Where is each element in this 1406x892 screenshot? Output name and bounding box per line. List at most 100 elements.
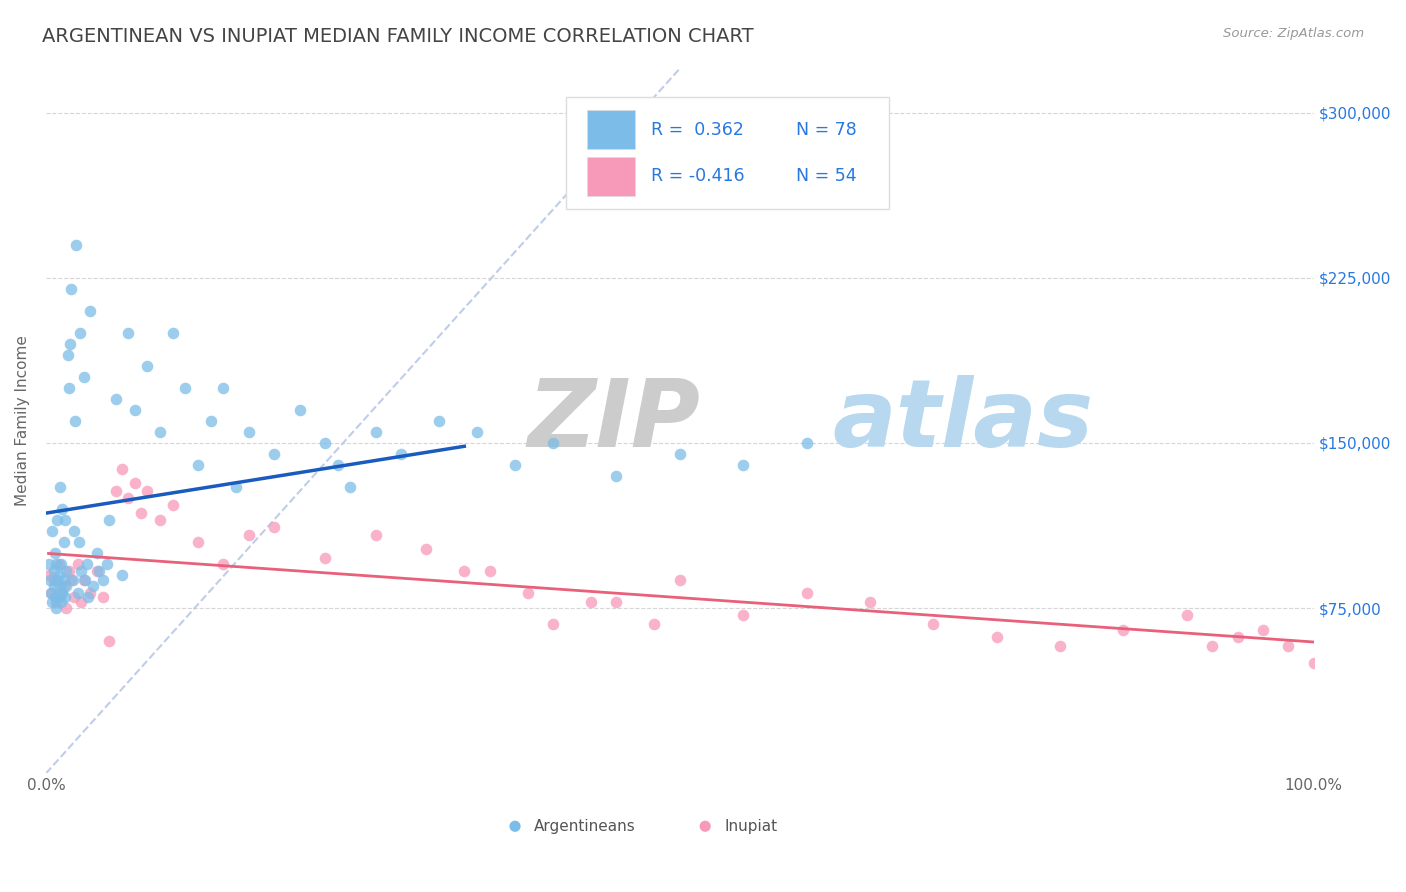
Point bbox=[79, 303, 101, 318]
Point bbox=[339, 480, 361, 494]
Point bbox=[38, 568, 60, 582]
Point bbox=[58, 381, 80, 395]
Point bbox=[1112, 624, 1135, 638]
Point bbox=[796, 436, 818, 450]
Point bbox=[82, 579, 104, 593]
Point bbox=[162, 326, 184, 340]
Point bbox=[39, 586, 62, 600]
Point bbox=[669, 447, 692, 461]
Point bbox=[541, 436, 564, 450]
Point bbox=[53, 590, 76, 604]
Point bbox=[162, 498, 184, 512]
Point bbox=[605, 594, 627, 608]
Point bbox=[136, 484, 159, 499]
Point bbox=[55, 579, 77, 593]
Text: Source: ZipAtlas.com: Source: ZipAtlas.com bbox=[1223, 27, 1364, 40]
Point bbox=[1201, 639, 1223, 653]
Point bbox=[238, 528, 260, 542]
Point bbox=[427, 414, 450, 428]
Point bbox=[415, 541, 437, 556]
Point bbox=[364, 425, 387, 439]
Text: Argentineans: Argentineans bbox=[534, 819, 636, 834]
Point bbox=[44, 590, 66, 604]
Point bbox=[124, 475, 146, 490]
Point bbox=[55, 601, 77, 615]
Point bbox=[53, 513, 76, 527]
Point bbox=[129, 507, 152, 521]
Point bbox=[796, 586, 818, 600]
Point bbox=[326, 458, 349, 472]
Point bbox=[1226, 630, 1249, 644]
Point bbox=[541, 616, 564, 631]
Point bbox=[503, 766, 526, 780]
Point bbox=[643, 616, 665, 631]
Point bbox=[45, 557, 67, 571]
Point bbox=[73, 573, 96, 587]
Point bbox=[45, 594, 67, 608]
Text: ARGENTINEAN VS INUPIAT MEDIAN FAMILY INCOME CORRELATION CHART: ARGENTINEAN VS INUPIAT MEDIAN FAMILY INC… bbox=[42, 27, 754, 45]
Text: ZIP: ZIP bbox=[527, 375, 700, 467]
Point bbox=[44, 546, 66, 560]
Point bbox=[96, 557, 118, 571]
Point bbox=[117, 491, 139, 505]
Point bbox=[922, 616, 945, 631]
Point bbox=[38, 557, 60, 571]
Point bbox=[46, 573, 69, 587]
Point bbox=[389, 447, 412, 461]
FancyBboxPatch shape bbox=[588, 157, 636, 195]
Point bbox=[76, 590, 98, 604]
Point bbox=[200, 414, 222, 428]
Point bbox=[51, 557, 73, 571]
Point bbox=[503, 458, 526, 472]
Point bbox=[465, 425, 488, 439]
Point bbox=[42, 579, 65, 593]
Point bbox=[149, 425, 172, 439]
Point bbox=[46, 513, 69, 527]
Point bbox=[51, 594, 73, 608]
Point bbox=[52, 573, 75, 587]
Point bbox=[478, 564, 501, 578]
Point bbox=[1251, 624, 1274, 638]
Point bbox=[263, 447, 285, 461]
Point bbox=[79, 586, 101, 600]
Point bbox=[76, 557, 98, 571]
Point bbox=[238, 425, 260, 439]
Point bbox=[52, 535, 75, 549]
Point bbox=[86, 564, 108, 578]
Point bbox=[98, 513, 121, 527]
Point bbox=[117, 326, 139, 340]
Point bbox=[39, 586, 62, 600]
Point bbox=[212, 381, 235, 395]
Point bbox=[60, 282, 83, 296]
Point bbox=[67, 535, 90, 549]
Point bbox=[89, 564, 111, 578]
Point bbox=[1277, 639, 1299, 653]
Point bbox=[111, 462, 134, 476]
Point bbox=[225, 480, 247, 494]
Point bbox=[70, 594, 93, 608]
Point bbox=[1049, 639, 1071, 653]
Point bbox=[42, 564, 65, 578]
Point bbox=[453, 564, 475, 578]
Y-axis label: Median Family Income: Median Family Income bbox=[15, 335, 30, 507]
Point bbox=[263, 519, 285, 533]
Point bbox=[212, 557, 235, 571]
Point bbox=[1302, 657, 1324, 671]
Point bbox=[62, 573, 84, 587]
Point bbox=[41, 594, 63, 608]
Point bbox=[38, 573, 60, 587]
Text: R = -0.416: R = -0.416 bbox=[651, 168, 744, 186]
Point bbox=[1175, 607, 1198, 622]
Point bbox=[51, 586, 73, 600]
Point bbox=[42, 573, 65, 587]
Point bbox=[51, 586, 73, 600]
Point bbox=[174, 381, 197, 395]
Point bbox=[187, 535, 209, 549]
Point bbox=[41, 524, 63, 538]
Point bbox=[49, 480, 72, 494]
Point bbox=[516, 586, 538, 600]
Point bbox=[63, 590, 86, 604]
Point bbox=[149, 513, 172, 527]
Point bbox=[104, 484, 127, 499]
Point bbox=[58, 564, 80, 578]
